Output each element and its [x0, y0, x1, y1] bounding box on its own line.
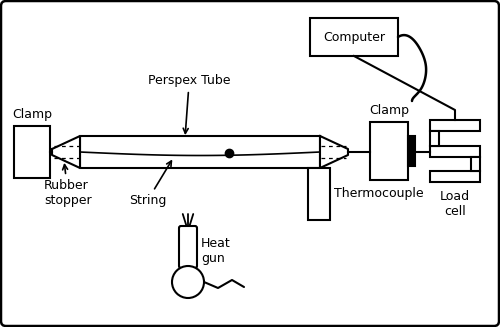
Text: Heat
gun: Heat gun	[201, 237, 231, 265]
Circle shape	[172, 266, 204, 298]
Bar	[430, 146, 480, 157]
Bar	[310, 18, 398, 56]
Bar	[430, 171, 480, 182]
Bar	[430, 120, 480, 131]
Text: Load
cell: Load cell	[440, 190, 470, 218]
Text: Computer: Computer	[323, 30, 385, 43]
Text: Clamp: Clamp	[12, 108, 52, 121]
Bar	[370, 122, 408, 180]
Bar	[308, 168, 330, 220]
Text: Clamp: Clamp	[369, 104, 409, 117]
Bar	[14, 126, 50, 178]
Text: Perspex Tube: Perspex Tube	[148, 74, 230, 133]
Bar	[471, 157, 480, 171]
Text: Rubber
stopper: Rubber stopper	[44, 164, 92, 207]
FancyBboxPatch shape	[179, 226, 197, 268]
Polygon shape	[320, 136, 348, 168]
Polygon shape	[52, 136, 80, 168]
Text: Thermocouple: Thermocouple	[334, 187, 424, 200]
Text: String: String	[129, 161, 172, 207]
Bar	[430, 131, 439, 146]
Bar	[408, 136, 415, 166]
Bar	[80, 136, 320, 168]
